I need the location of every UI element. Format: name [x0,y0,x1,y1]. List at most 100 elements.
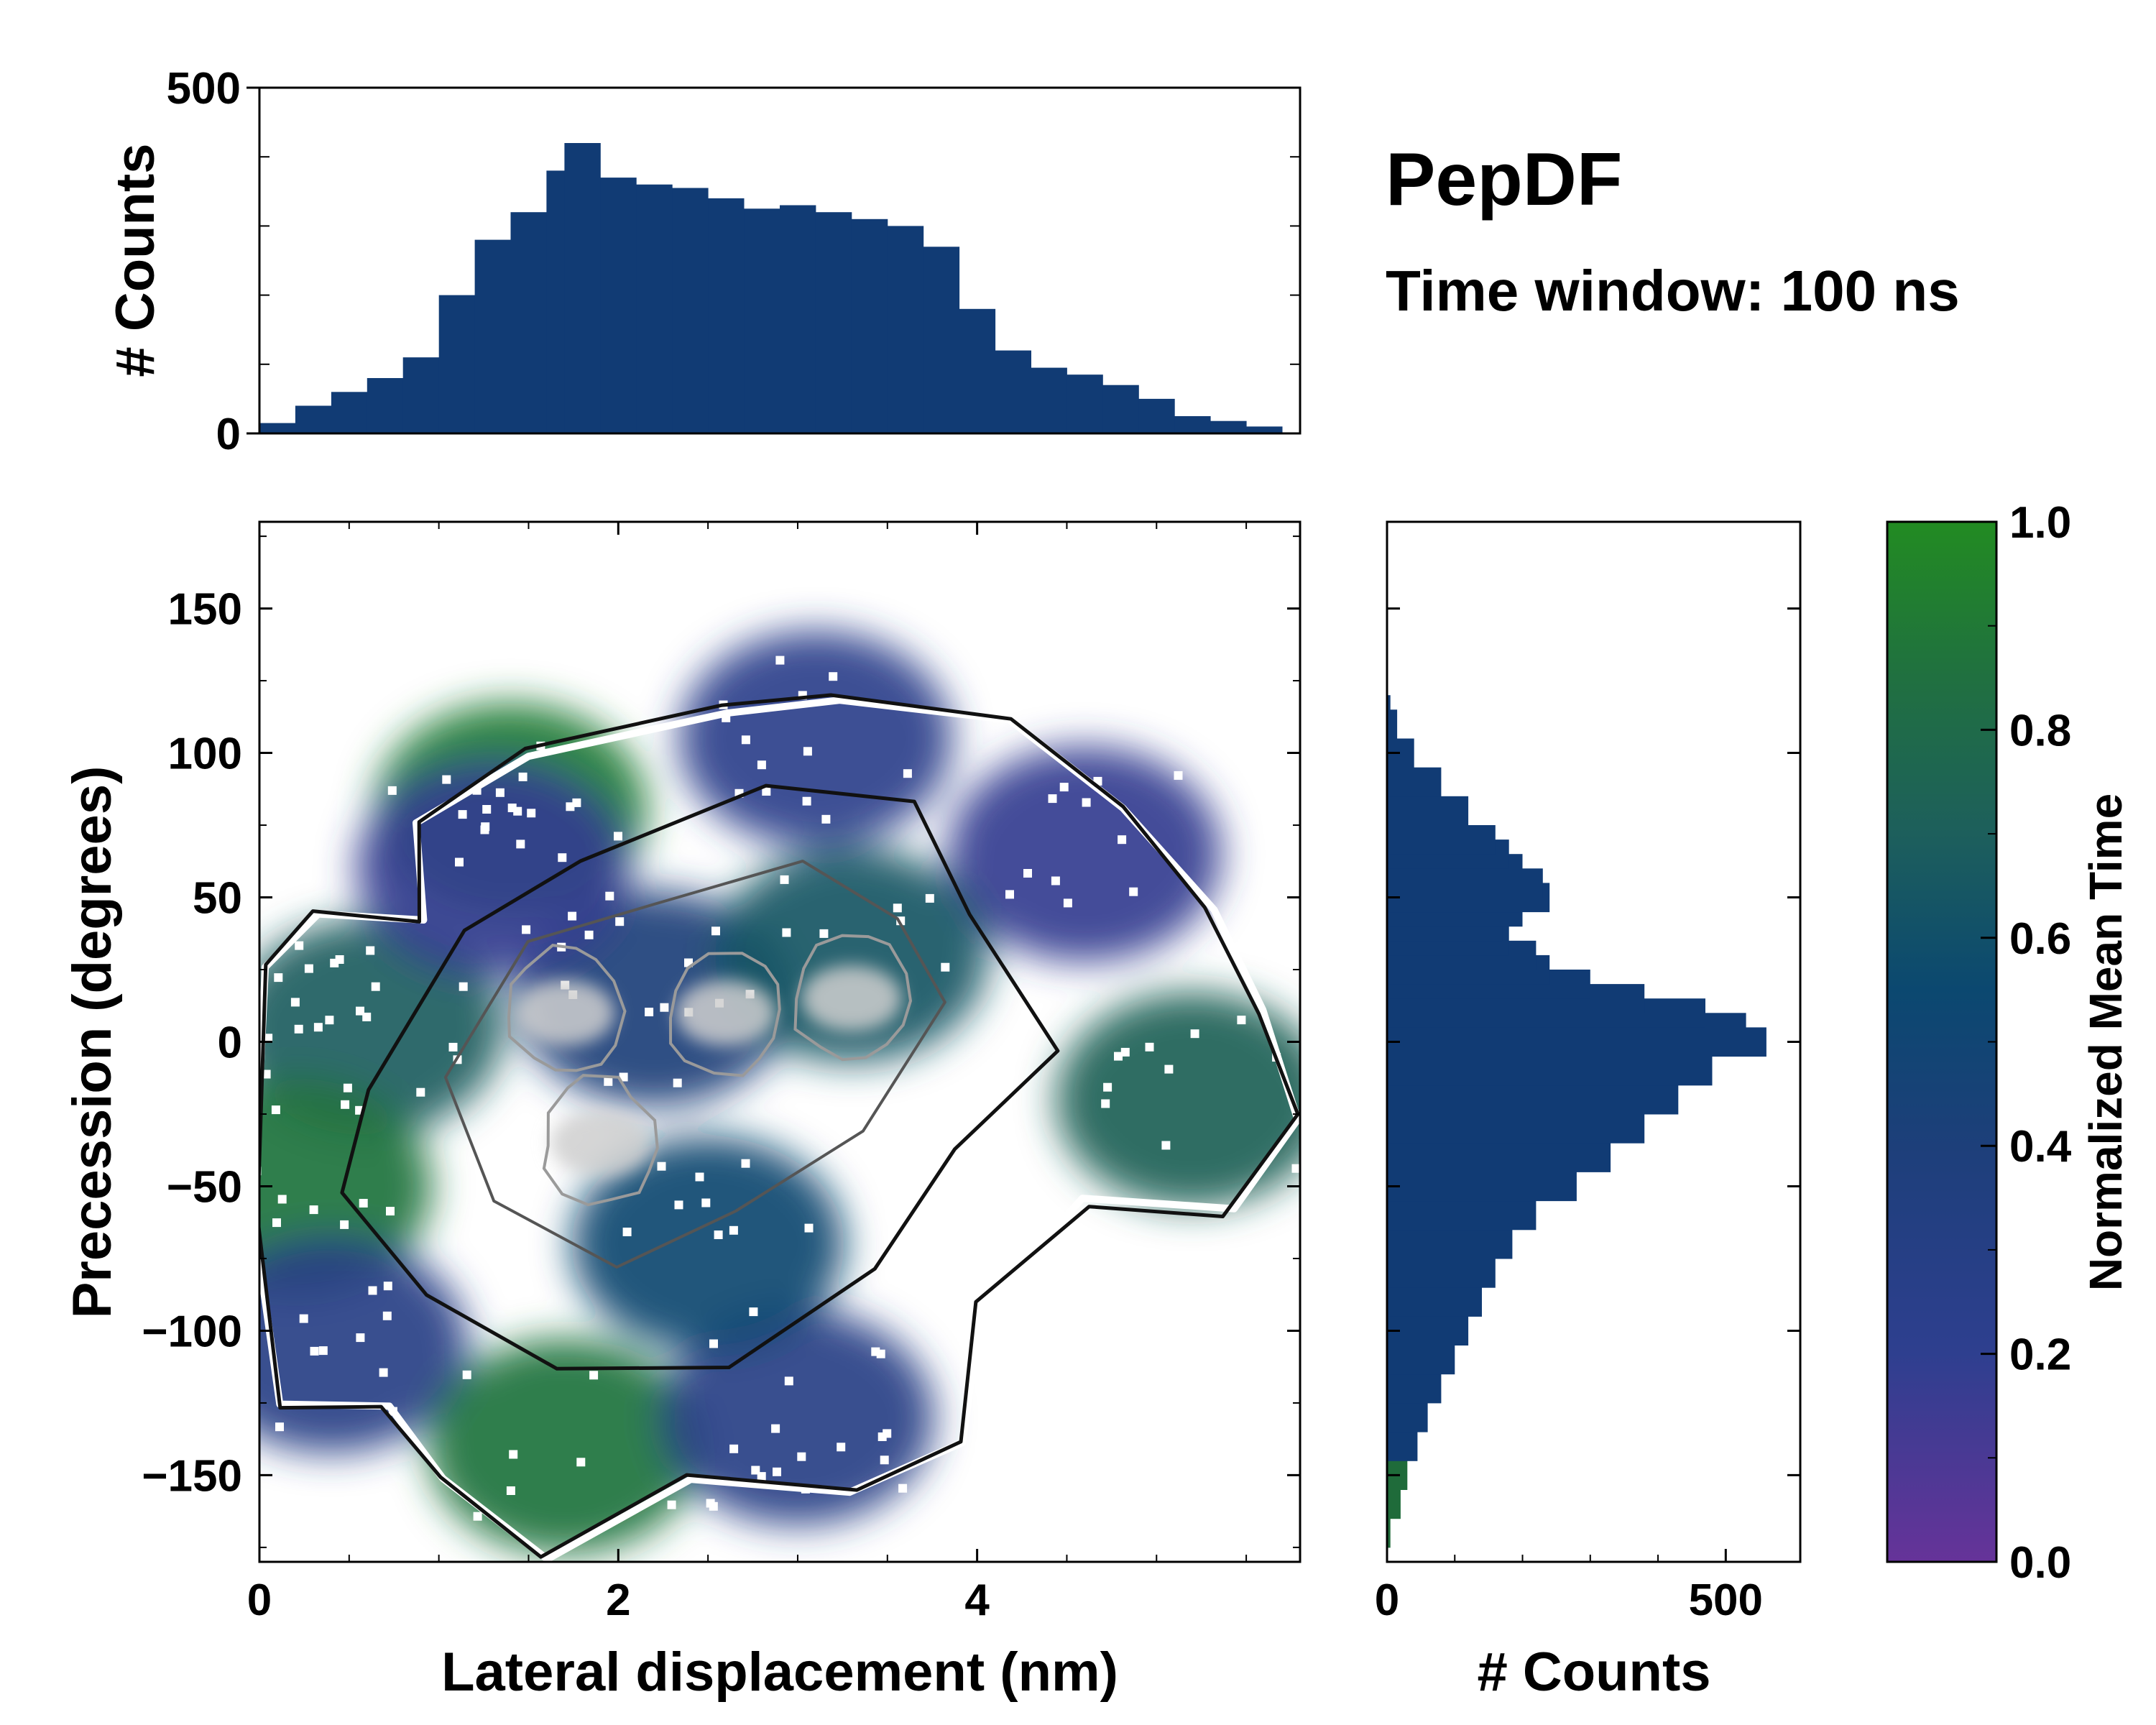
heatmap-empty-cell [318,1346,328,1356]
colorbar-tick-label: 0.6 [2009,914,2071,964]
heatmap-empty-cell [674,1200,683,1210]
colorbar-ticks: 0.0 0.2 0.4 0.6 0.8 1.0 [1981,498,2072,1588]
heatmap-empty-cell [1103,1082,1112,1092]
heatmap-empty-cell [780,875,789,884]
heatmap-empty-cell [230,1363,239,1371]
right-histogram-bar [1387,1287,1482,1317]
heatmap-empty-cell [309,1205,318,1215]
heatmap-empty-cell [250,1315,259,1324]
heatmap-empty-cell [272,1218,281,1228]
heatmap-empty-cell [837,1443,846,1452]
top-histogram-bar [438,295,476,433]
heatmap-empty-cell [262,1070,271,1079]
main-ytick-label: 50 [193,874,242,924]
heatmap-empty-cell [290,998,300,1007]
top-histogram-bar [1102,385,1139,433]
heatmap-empty-cell [382,1311,392,1320]
main-xtick-label: 2 [606,1576,630,1625]
heatmap-region [356,760,630,977]
top-histogram-frame [258,86,1302,435]
heatmap-empty-cell [371,982,380,991]
heatmap-empty-cell [568,911,577,921]
heatmap-empty-cell [459,982,468,991]
heatmap-empty-cell [871,1347,880,1356]
main-xtick-label: 0 [247,1576,272,1625]
heatmap-empty-cell [701,1198,711,1208]
colorbar-gradient [1886,520,1998,1563]
heatmap-empty-cell [757,760,766,770]
right-histogram-bar [1387,1402,1428,1432]
chart-title: PepDF [1386,138,1622,221]
density-peak [514,980,615,1046]
heatmap-empty-cell [313,1023,323,1032]
right-histogram-bar [1387,1143,1611,1172]
heatmap-empty-cell [1118,835,1127,845]
top-histogram-bar [1138,398,1175,433]
top-histogram-bars [259,143,1283,433]
heatmap-empty-cell [386,1207,395,1216]
colorbar-tick-label: 0.8 [2009,706,2071,755]
right-histogram-bar [1387,1432,1418,1461]
heatmap-empty-cell [368,1286,377,1295]
heatmap-empty-cell [749,1307,758,1317]
top-histogram-bar [510,212,547,433]
heatmap-empty-cell [711,926,720,936]
right-histogram-xlabel: # Counts [1477,1642,1710,1703]
inner-contour [668,952,781,1077]
heatmap-empty-cell [898,1484,908,1493]
heatmap-empty-cell [458,810,467,819]
right-histogram-bar [1387,695,1391,724]
colorbar-label: Normalized Mean Time [2080,794,2132,1291]
top-histogram-bar [1067,374,1103,433]
heatmap-empty-cell [797,1452,806,1461]
top-histogram-panel: 0 500 # Counts [105,64,1302,459]
heatmap-empty-cell [645,1008,654,1016]
top-histogram-bar [367,378,404,433]
heatmap-empty-cell [379,1368,388,1377]
heatmap-region [714,847,988,1063]
heatmap-empty-cell [576,1458,586,1467]
top-ytick-label: 500 [167,64,241,114]
top-histogram-bar [295,405,332,433]
colorbar: 0.0 0.2 0.4 0.6 0.8 1.0 Normalized Mean Time [1886,498,2132,1588]
heatmap-empty-cell [1082,798,1091,807]
outer-contour-halo [259,696,1300,1562]
heatmap-empty-cell [1063,898,1072,908]
heatmap-empty-cell [729,1225,738,1235]
heatmap-empty-cell [1145,1042,1154,1052]
heatmap-empty-cell [657,1162,666,1171]
heatmap-empty-cell [1190,1029,1199,1039]
main-2d-panel: 0 2 4 −150 −100 −50 0 50 100 150 Lateral displace… [62,520,1302,1703]
outer-contour [259,693,1300,1559]
heatmap-region [1056,991,1300,1208]
heatmap-empty-cell [773,1467,781,1476]
heatmap-empty-cell [522,925,531,934]
heatmap-empty-cell [821,814,831,824]
heatmap-empty-cell [572,798,581,807]
heatmap-empty-cell [762,787,771,796]
heatmap-empty-cell [356,1333,365,1343]
heatmap-empty-cell [819,929,829,938]
heatmap-empty-cell [271,1105,280,1115]
top-histogram-bar [564,143,601,433]
heatmap-empty-cell [1048,794,1057,804]
right-histogram-bar [1387,1316,1469,1346]
heatmap-empty-cell [277,1195,287,1204]
density-contours [259,693,1300,1562]
heatmap-empty-cell [584,930,594,939]
density-peak [676,980,777,1046]
main-ytick-label: 100 [168,730,242,779]
right-histogram-bar [1387,1518,1391,1548]
heatmap-empty-cell [188,1246,197,1254]
heatmap-empty-cell [264,1034,273,1043]
heatmap-empty-cell [903,769,912,778]
heatmap-empty-cell [462,1370,471,1379]
right-histogram-bar [1387,767,1442,797]
heatmap-empty-cell [782,928,791,937]
heatmap-empty-cell [605,891,614,901]
colorbar-tick-label: 0.0 [2009,1538,2071,1588]
heatmap-empty-cell [775,656,785,665]
main-ytick-label: −50 [167,1162,242,1212]
heatmap-empty-cell [473,1512,482,1521]
heatmap-region [428,1338,701,1555]
